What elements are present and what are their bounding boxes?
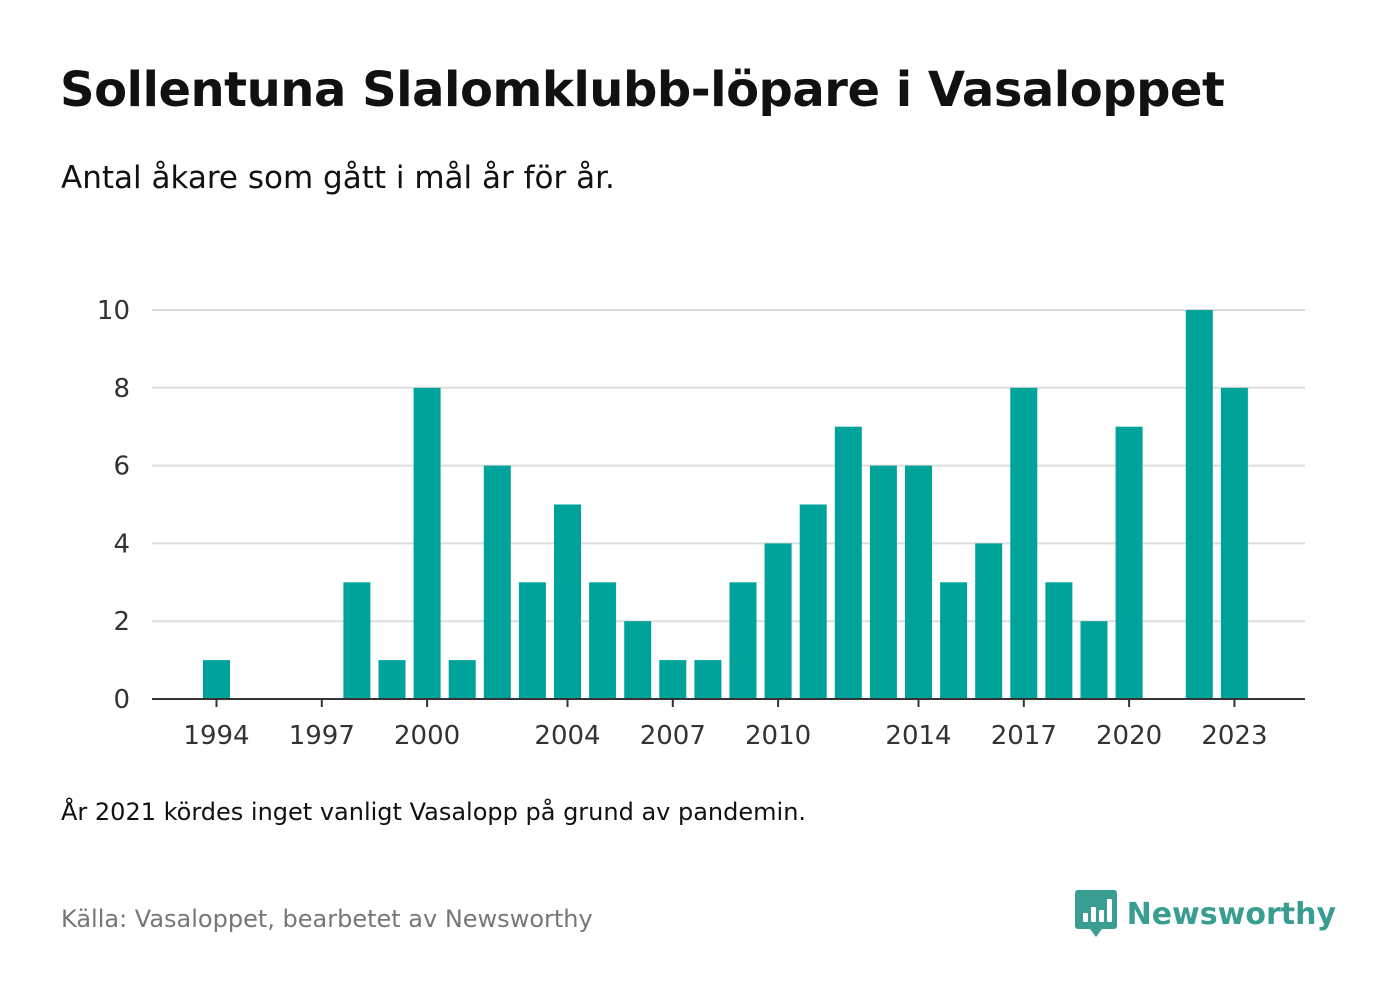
chart-note: År 2021 kördes inget vanligt Vasalopp på… [61,798,807,826]
chart-subtitle: Antal åkare som gått i mål år för år. [61,160,615,196]
bar-2015 [940,582,968,699]
bar-2008 [694,660,722,699]
bar-chart: 0 2 4 6 8 10 1994 1997 2000 2004 2007 2010 2014 2017… [97,296,1305,751]
x-tick-label-2000: 2000 [394,721,460,751]
bar-2001 [448,660,476,699]
x-tick-label-2017: 2017 [991,721,1057,751]
bar-2006 [624,621,652,699]
brand-logo: Newsworthy [1074,890,1336,938]
brand-name: Newsworthy [1126,896,1336,932]
y-tick-label-8: 8 [113,374,130,404]
bar-2014 [905,465,932,699]
y-tick-label-2: 2 [113,607,130,637]
chart-title: Sollentuna Slalomklubb-löpare i Vasalopp… [60,62,1225,118]
newsworthy-logo-icon [1074,890,1117,937]
bar-2019 [1080,621,1108,699]
bar-2022 [1185,310,1213,699]
bar-2005 [589,582,617,699]
bar-2012 [834,426,862,699]
x-tick-label-1997: 1997 [289,721,355,751]
bar-2007 [659,660,687,699]
bar-2018 [1045,582,1073,699]
x-tick-label-2007: 2007 [640,721,706,751]
bar-2000 [413,387,441,699]
y-tick-label-4: 4 [113,529,130,559]
bar-1999 [378,660,406,699]
source-text: Källa: Vasaloppet, bearbetet av Newswort… [61,905,593,933]
y-axis-labels: 0 2 4 6 8 10 [97,296,130,715]
x-tick-label-2014: 2014 [885,721,951,751]
x-tick-label-1994: 1994 [183,721,249,751]
y-tick-label-0: 0 [113,685,130,715]
bar-1994 [203,660,230,699]
bar-2009 [729,582,757,699]
bars [203,310,1248,699]
bar-2003 [518,582,546,699]
y-tick-label-6: 6 [113,452,130,482]
x-tick-label-2020: 2020 [1096,721,1162,751]
bar-1998 [343,582,371,699]
x-tick-label-2010: 2010 [745,721,811,751]
x-axis-labels: 1994 1997 2000 2004 2007 2010 2014 2017 2020 2023 [183,699,1267,751]
x-tick-label-2004: 2004 [534,721,600,751]
bar-2010 [764,543,792,699]
bar-2023 [1220,387,1248,699]
y-tick-label-10: 10 [97,296,130,326]
bar-2017 [1010,387,1038,699]
bar-2020 [1115,426,1143,699]
x-tick-label-2023: 2023 [1201,721,1267,751]
bar-2011 [799,504,827,699]
bar-2016 [975,543,1003,699]
bar-2013 [869,465,897,699]
bar-2004 [554,504,581,699]
bar-2002 [483,465,511,699]
